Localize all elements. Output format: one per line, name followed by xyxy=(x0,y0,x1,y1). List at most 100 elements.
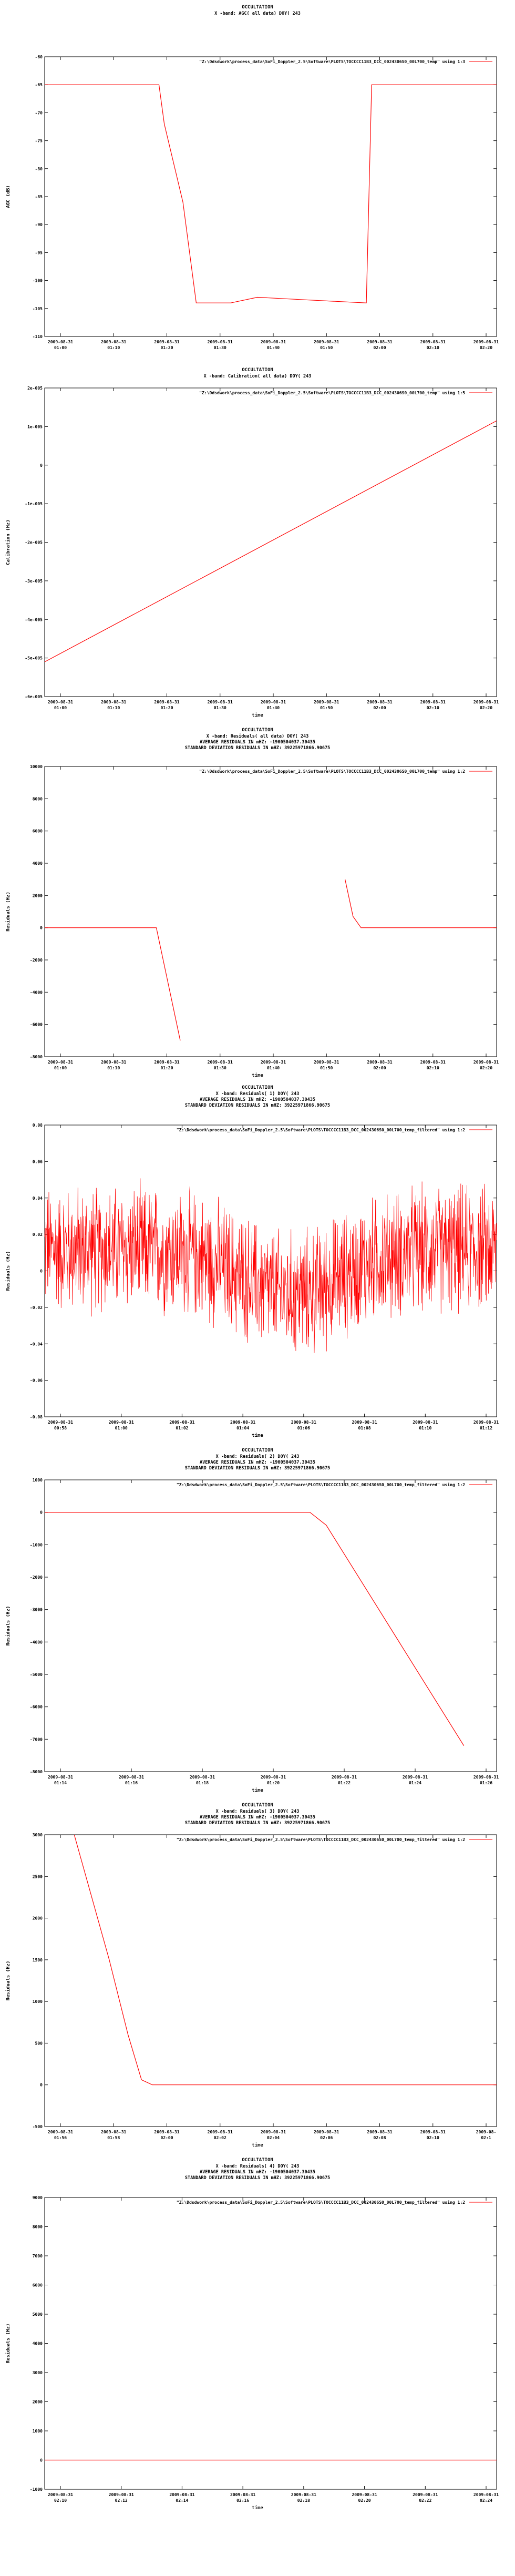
x-tick-date: 2009-08-31 xyxy=(332,1775,357,1780)
y-tick-label: 0 xyxy=(40,2083,43,2088)
legend-text: "Z:\Ddsdwork\process_data\SoFi_Doppler_2… xyxy=(177,2200,465,2205)
chart-title: OCCULTATION xyxy=(242,2158,273,2163)
x-tick-time: 02:24 xyxy=(480,2498,492,2503)
chart-subtitle: STANDARD DEVIATION RESIDUALS IN mHZ: 392… xyxy=(185,2175,330,2181)
y-tick-label: -2000 xyxy=(30,1575,43,1580)
y-axis-label: Residuals (Hz) xyxy=(5,1251,11,1291)
x-tick-date: 2009-08-31 xyxy=(48,1420,73,1425)
x-axis-label: time xyxy=(252,2142,263,2148)
x-tick-time: 01:26 xyxy=(480,1781,492,1785)
x-tick-date: 2009-08-31 xyxy=(261,340,286,344)
y-tick-label: -1e-005 xyxy=(25,502,43,506)
y-tick-label: -8000 xyxy=(30,1055,43,1059)
x-tick-time: 02:00 xyxy=(373,1066,386,1070)
chart-title: OCCULTATION xyxy=(242,1085,273,1090)
chart-subtitle: AVERAGE RESIDUALS IN mHZ: -1900504037.30… xyxy=(200,1460,315,1465)
y-tick-label: 3000 xyxy=(33,2370,43,2375)
x-tick-time: 01:40 xyxy=(267,706,280,710)
x-tick-time: 02:18 xyxy=(297,2498,310,2503)
chart-subtitle: X -band: Calibration( all data) DOY( 243 xyxy=(204,373,312,379)
x-tick-date: 2009-08-31 xyxy=(48,700,73,704)
x-tick-date: 2009-08-31 xyxy=(403,1775,428,1780)
x-tick-time: 01:08 xyxy=(358,1426,371,1430)
x-tick-date: 2009-08-31 xyxy=(314,2130,339,2134)
x-tick-date: 2009-08-31 xyxy=(261,1775,286,1780)
series-line xyxy=(45,84,497,303)
x-tick-time: 01:50 xyxy=(320,706,333,710)
y-tick-label: -0.04 xyxy=(30,1342,43,1346)
x-tick-time: 02:10 xyxy=(54,2498,67,2503)
x-tick-date: 2009-08-31 xyxy=(48,1775,73,1780)
x-tick-date: 2009-08-31 xyxy=(109,2492,134,2497)
y-tick-label: -6000 xyxy=(30,1023,43,1027)
y-tick-label: -2e-005 xyxy=(25,540,43,545)
x-tick-time: 02:14 xyxy=(176,2498,188,2503)
y-tick-label: 10000 xyxy=(30,764,43,769)
x-tick-date: 2009-08-31 xyxy=(473,340,499,344)
chart-subtitle: X -band: Residuals( 2) DOY( 243 xyxy=(216,1454,300,1459)
x-tick-date: 2009-08-31 xyxy=(420,700,446,704)
plot-frame xyxy=(44,387,497,697)
x-tick-time: 01:20 xyxy=(160,345,173,350)
x-tick-date: 2009-08-31 xyxy=(261,2130,286,2134)
y-tick-label: -0.02 xyxy=(30,1305,43,1310)
x-tick-date: 2009-08-31 xyxy=(473,1420,499,1425)
x-tick-date: 2009-08-31 xyxy=(48,340,73,344)
x-tick-time: 01:40 xyxy=(267,1066,280,1070)
y-tick-label: 0 xyxy=(40,2458,43,2463)
x-tick-date: 2009-08-31 xyxy=(420,2130,446,2134)
x-tick-time: 01:20 xyxy=(160,706,173,710)
x-tick-time: 02:06 xyxy=(320,2135,333,2140)
series-line xyxy=(44,420,497,662)
x-tick-date: 2009-08- xyxy=(476,2130,497,2134)
x-axis-label: time xyxy=(252,1072,263,1078)
x-tick-date: 2009-08-31 xyxy=(314,700,339,704)
legend-text: "Z:\Ddsdwork\process_data\SoFi_Doppler_2… xyxy=(199,390,465,395)
x-tick-date: 2009-08-31 xyxy=(154,340,179,344)
x-tick-time: 01:20 xyxy=(160,1066,173,1070)
x-tick-date: 2009-08-31 xyxy=(352,2492,377,2497)
chart-subtitle: AVERAGE RESIDUALS IN mHZ: -1900504037.30… xyxy=(200,2170,315,2175)
y-tick-label: -80 xyxy=(35,167,43,171)
y-tick-label: -65 xyxy=(35,83,43,87)
plot-frame xyxy=(44,1834,497,2127)
x-tick-date: 2009-08-31 xyxy=(169,1420,194,1425)
x-tick-date: 2009-08-31 xyxy=(413,1420,438,1425)
x-tick-date: 2009-08-31 xyxy=(208,2130,233,2134)
chart-subtitle: STANDARD DEVIATION RESIDUALS IN mHZ: 392… xyxy=(185,1466,330,1471)
x-axis-label: time xyxy=(252,2505,263,2511)
y-tick-label: 0 xyxy=(40,1269,43,1274)
x-tick-date: 2009-08-31 xyxy=(314,340,339,344)
series-line xyxy=(74,1834,497,2086)
y-tick-label: 2e-005 xyxy=(27,386,43,391)
y-tick-label: 0 xyxy=(40,463,43,468)
x-tick-time: 02:10 xyxy=(427,1066,439,1070)
y-tick-label: 1e-005 xyxy=(27,424,43,429)
x-tick-date: 2009-08-31 xyxy=(367,700,392,704)
y-tick-label: 2000 xyxy=(33,1916,43,1921)
x-tick-time: 01:30 xyxy=(214,1066,226,1070)
x-tick-date: 2009-08-31 xyxy=(48,2130,73,2134)
x-tick-time: 01:58 xyxy=(107,2135,120,2140)
x-tick-time: 01:18 xyxy=(196,1781,209,1785)
x-tick-date: 2009-08-31 xyxy=(208,700,233,704)
y-tick-label: 0.06 xyxy=(33,1159,43,1164)
y-tick-label: -90 xyxy=(35,222,43,227)
x-tick-date: 2009-08-31 xyxy=(119,1775,144,1780)
legend-text: "Z:\Ddsdwork\process_data\SoFi_Doppler_2… xyxy=(177,1482,465,1487)
x-tick-time: 01:16 xyxy=(125,1781,138,1785)
y-axis-label: Residuals (Hz) xyxy=(5,1606,11,1646)
y-tick-label: 4000 xyxy=(33,861,43,866)
x-tick-date: 2009-08-31 xyxy=(109,1420,134,1425)
x-tick-date: 2009-08-31 xyxy=(230,2492,255,2497)
x-tick-date: 2009-08-31 xyxy=(291,2492,316,2497)
legend-text: "Z:\Ddsdwork\process_data\SoFi_Doppler_2… xyxy=(177,1837,465,1842)
y-tick-label: -4000 xyxy=(30,990,43,995)
y-tick-label: -3000 xyxy=(30,1608,43,1612)
y-tick-label: 9000 xyxy=(33,2195,43,2200)
y-tick-label: 1000 xyxy=(33,2429,43,2434)
chart-subtitle: X -band: Residuals( 3) DOY( 243 xyxy=(216,1808,300,1814)
series-line xyxy=(345,879,497,928)
